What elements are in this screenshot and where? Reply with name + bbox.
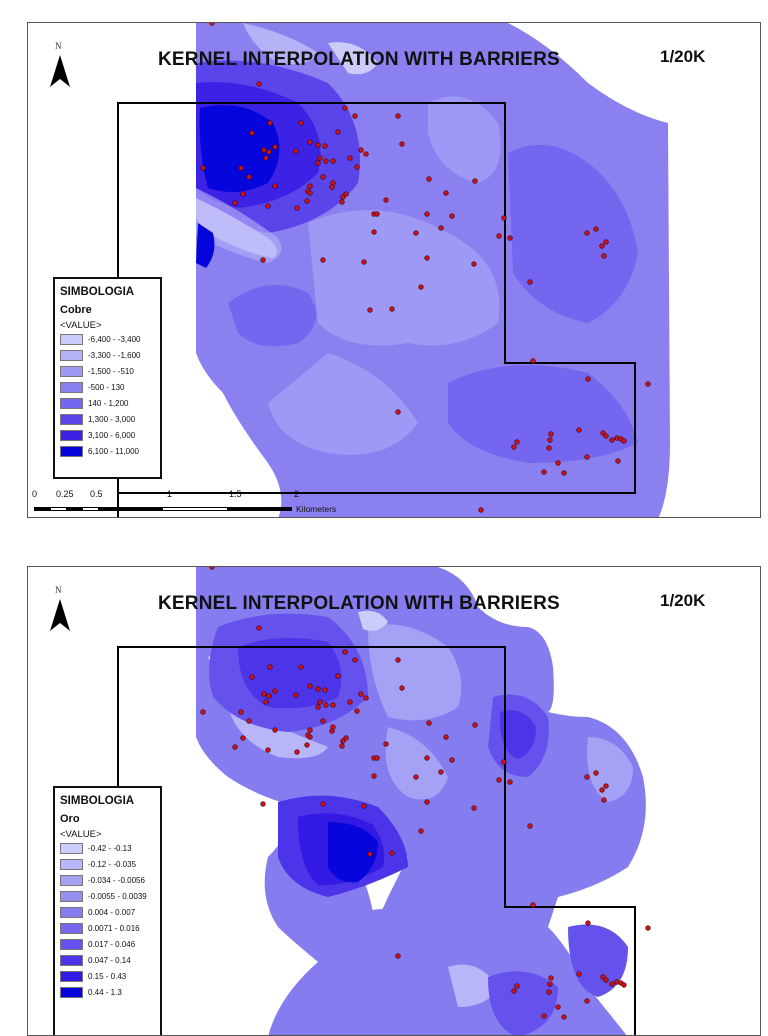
legend-swatch (60, 986, 83, 998)
scale-tick: 1 (167, 489, 173, 499)
legend-swatch (60, 429, 83, 441)
legend-class-label: 140 - 1,200 (88, 398, 129, 408)
legend-class-label: 0.15 - 0.43 (88, 971, 127, 981)
map-title: KERNEL INTERPOLATION WITH BARRIERS (158, 593, 560, 614)
north-label: N (55, 585, 62, 595)
legend-swatch (60, 922, 83, 934)
scale-tick: 0.5 (90, 489, 103, 499)
legend-classes: -0.42 - -0.13 -0.12 - -0.035 -0.034 - -0.0… (60, 841, 155, 1001)
map-frame-oro: N KERNEL INTERPOLATION WITH BARRIERS 1/2… (27, 566, 761, 1036)
legend-oro: SIMBOLOGIA Oro <VALUE> -0.42 - -0.13 -0.1… (53, 786, 162, 1035)
north-arrow: N (48, 585, 72, 635)
legend-swatch (60, 445, 83, 457)
legend-swatch (60, 413, 83, 425)
sample-points (200, 23, 651, 513)
sample-points (200, 567, 651, 1020)
map-title: KERNEL INTERPOLATION WITH BARRIERS (158, 49, 560, 70)
legend-class-label: 3,100 - 6,000 (88, 430, 136, 440)
legend-swatch (60, 970, 83, 982)
legend-class-label: -6,400 - -3,400 (88, 334, 141, 344)
legend-class-row: 0.0071 - 0.016 (60, 921, 155, 937)
legend-class-row: -0.12 - -0.035 (60, 857, 155, 873)
legend-class-label: 0.0071 - 0.016 (88, 923, 140, 933)
legend-class-label: -3,300 - -1,600 (88, 350, 141, 360)
legend-class-row: -6,400 - -3,400 (60, 332, 155, 348)
legend-title: SIMBOLOGIA (60, 795, 135, 807)
legend-class-label: -500 - 130 (88, 382, 125, 392)
legend-class-row: 0.44 - 1.3 (60, 985, 155, 1001)
scale-tick: 2 (294, 489, 300, 499)
legend-class-row: 0.15 - 0.43 (60, 969, 155, 985)
legend-class-label: -0.0055 - 0.0039 (88, 891, 147, 901)
legend-class-label: 6,100 - 11,000 (88, 446, 140, 456)
scale-tick: 0 (32, 489, 38, 499)
legend-class-label: -1,500 - -510 (88, 366, 134, 376)
legend-class-row: -0.0055 - 0.0039 (60, 889, 155, 905)
legend-swatch (60, 842, 83, 854)
legend-class-row: -0.42 - -0.13 (60, 841, 155, 857)
map-scale-ratio: 1/20K (660, 591, 706, 610)
legend-layer-name: Cobre (60, 304, 92, 316)
legend-classes: -6,400 - -3,400 -3,300 - -1,600 -1,500 - -… (60, 332, 155, 460)
legend-class-label: 0.047 - 0.14 (88, 955, 131, 965)
interpolation-surface-oro (117, 567, 651, 1035)
legend-class-label: -0.12 - -0.035 (88, 859, 137, 869)
legend-title: SIMBOLOGIA (60, 286, 135, 298)
legend-class-row: -0.034 - -0.0056 (60, 873, 155, 889)
legend-cobre: SIMBOLOGIA Cobre <VALUE> -6,400 - -3,400… (53, 277, 162, 479)
legend-class-label: 0.44 - 1.3 (88, 987, 122, 997)
legend-swatch (60, 874, 83, 886)
legend-class-label: 0.004 - 0.007 (88, 907, 136, 917)
legend-class-row: 0.017 - 0.046 (60, 937, 155, 953)
legend-class-row: 0.004 - 0.007 (60, 905, 155, 921)
map-frame-cobre: N KERNEL INTERPOLATION WITH BARRIERS 1/2… (27, 22, 761, 518)
map-scale-ratio: 1/20K (660, 47, 706, 66)
scale-bar: 0 0.25 0.5 1 1.5 2 Kilometers (32, 489, 362, 517)
legend-field: <VALUE> (60, 320, 102, 331)
interpolation-surface-cobre (117, 23, 670, 517)
legend-class-row: 3,100 - 6,000 (60, 428, 155, 444)
legend-class-label: 0.017 - 0.046 (88, 939, 136, 949)
legend-swatch (60, 365, 83, 377)
legend-field: <VALUE> (60, 829, 102, 840)
legend-class-row: 6,100 - 11,000 (60, 444, 155, 460)
scale-tick: 1.5 (229, 489, 242, 499)
legend-class-row: -1,500 - -510 (60, 364, 155, 380)
legend-class-row: 140 - 1,200 (60, 396, 155, 412)
north-arrow-icon (50, 55, 70, 87)
legend-swatch (60, 381, 83, 393)
north-arrow: N (48, 41, 72, 91)
legend-layer-name: Oro (60, 813, 80, 825)
legend-swatch (60, 349, 83, 361)
legend-class-label: -0.034 - -0.0056 (88, 875, 145, 885)
legend-class-label: -0.42 - -0.13 (88, 843, 132, 853)
legend-class-row: -500 - 130 (60, 380, 155, 396)
scale-units: Kilometers (296, 504, 337, 514)
legend-swatch (60, 954, 83, 966)
legend-swatch (60, 906, 83, 918)
legend-class-row: 1,300 - 3,000 (60, 412, 155, 428)
legend-swatch (60, 397, 83, 409)
north-label: N (55, 41, 62, 51)
legend-class-row: 0.047 - 0.14 (60, 953, 155, 969)
legend-swatch (60, 938, 83, 950)
scale-tick: 0.25 (56, 489, 74, 499)
legend-class-row: -3,300 - -1,600 (60, 348, 155, 364)
legend-swatch (60, 858, 83, 870)
north-arrow-icon (50, 599, 70, 631)
legend-class-label: 1,300 - 3,000 (88, 414, 136, 424)
legend-swatch (60, 333, 83, 345)
legend-swatch (60, 890, 83, 902)
